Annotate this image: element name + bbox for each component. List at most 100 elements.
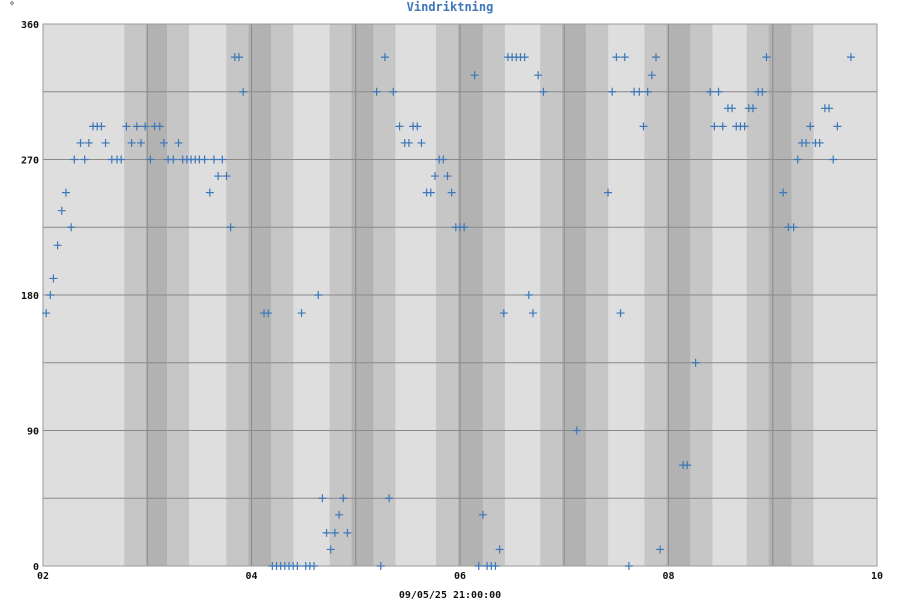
- data-point: [430, 172, 439, 181]
- data-point: [226, 223, 235, 232]
- data-point: [122, 122, 131, 131]
- data-point: [343, 528, 352, 537]
- data-point: [200, 155, 209, 164]
- data-point: [159, 138, 168, 147]
- plot-border: [42, 23, 878, 567]
- data-point: [97, 122, 106, 131]
- x-tick-label: 08: [662, 571, 674, 582]
- data-point: [57, 206, 66, 215]
- data-point: [239, 87, 248, 96]
- data-point: [793, 155, 802, 164]
- data-point: [478, 510, 487, 519]
- data-point: [385, 494, 394, 503]
- data-point: [264, 309, 273, 318]
- data-point: [460, 223, 469, 232]
- data-point: [53, 241, 62, 250]
- data-point: [136, 138, 145, 147]
- data-point: [46, 291, 55, 299]
- data-point: [815, 138, 824, 147]
- data-point: [205, 188, 214, 197]
- y-axis-ticks: 0 90 180 270 360: [21, 20, 39, 573]
- data-point: [572, 426, 581, 435]
- x-axis-ticks: 02 04 06 08 10: [37, 571, 883, 582]
- data-point: [635, 87, 644, 96]
- data-point: [326, 545, 335, 554]
- data-point: [80, 155, 89, 164]
- data-point: [604, 188, 613, 197]
- data-point: [624, 562, 633, 570]
- data-point: [683, 461, 692, 470]
- data-point: [779, 188, 788, 197]
- data-point: [499, 309, 508, 318]
- y-tick-label: 270: [21, 156, 39, 167]
- data-point: [643, 87, 652, 96]
- x-tick-label: 06: [454, 571, 466, 582]
- y-tick-label: 90: [27, 427, 39, 438]
- y-tick-label: 0: [33, 562, 39, 573]
- data-points: [42, 53, 855, 570]
- data-point: [706, 87, 715, 96]
- data-point: [146, 155, 155, 164]
- data-point: [426, 188, 435, 197]
- data-point: [825, 104, 834, 113]
- data-point: [524, 291, 533, 299]
- data-point: [639, 122, 648, 131]
- data-point: [132, 122, 141, 131]
- data-point: [209, 155, 218, 164]
- data-point: [297, 309, 306, 318]
- data-point: [520, 53, 529, 62]
- data-point: [616, 309, 625, 318]
- data-point: [846, 53, 855, 62]
- data-point: [380, 53, 389, 62]
- data-point: [829, 155, 838, 164]
- data-point: [413, 122, 422, 131]
- data-point: [322, 528, 331, 537]
- data-point: [372, 87, 381, 96]
- data-point: [691, 358, 700, 367]
- data-point: [740, 122, 749, 131]
- data-point: [802, 138, 811, 147]
- data-point: [101, 138, 110, 147]
- data-point: [49, 274, 58, 283]
- data-point: [218, 155, 227, 164]
- data-point: [714, 87, 723, 96]
- y-tick-label: 360: [21, 20, 39, 31]
- data-point: [293, 562, 302, 570]
- x-axis-label: 09/05/25 21:00:00: [399, 590, 501, 600]
- data-point: [534, 71, 543, 80]
- data-point: [70, 155, 79, 164]
- data-point: [789, 223, 798, 232]
- data-point: [806, 122, 815, 131]
- data-point: [495, 545, 504, 554]
- data-point: [67, 223, 76, 232]
- data-point: [389, 87, 398, 96]
- data-point: [758, 87, 767, 96]
- data-point: [710, 122, 719, 131]
- data-point: [404, 138, 413, 147]
- data-point: [42, 309, 51, 318]
- data-point: [376, 562, 385, 570]
- data-point: [174, 138, 183, 147]
- x-tick-label: 02: [37, 571, 49, 582]
- data-point: [310, 562, 319, 570]
- x-tick-label: 04: [245, 571, 257, 582]
- data-point: [491, 562, 500, 570]
- data-point: [470, 71, 479, 80]
- data-point: [76, 138, 85, 147]
- data-point: [318, 494, 327, 503]
- plot-area: [42, 23, 878, 567]
- chart-title: Vindriktning: [407, 0, 494, 14]
- data-point: [656, 545, 665, 554]
- data-point: [335, 510, 344, 519]
- data-point: [833, 122, 842, 131]
- x-tick-label: 10: [871, 571, 883, 582]
- data-point: [528, 309, 537, 318]
- data-point: [234, 53, 243, 62]
- data-point: [155, 122, 164, 131]
- data-point: [728, 104, 737, 113]
- data-point: [748, 104, 757, 113]
- y-tick-label: 180: [21, 291, 39, 302]
- data-point: [608, 87, 617, 96]
- data-point: [222, 172, 231, 181]
